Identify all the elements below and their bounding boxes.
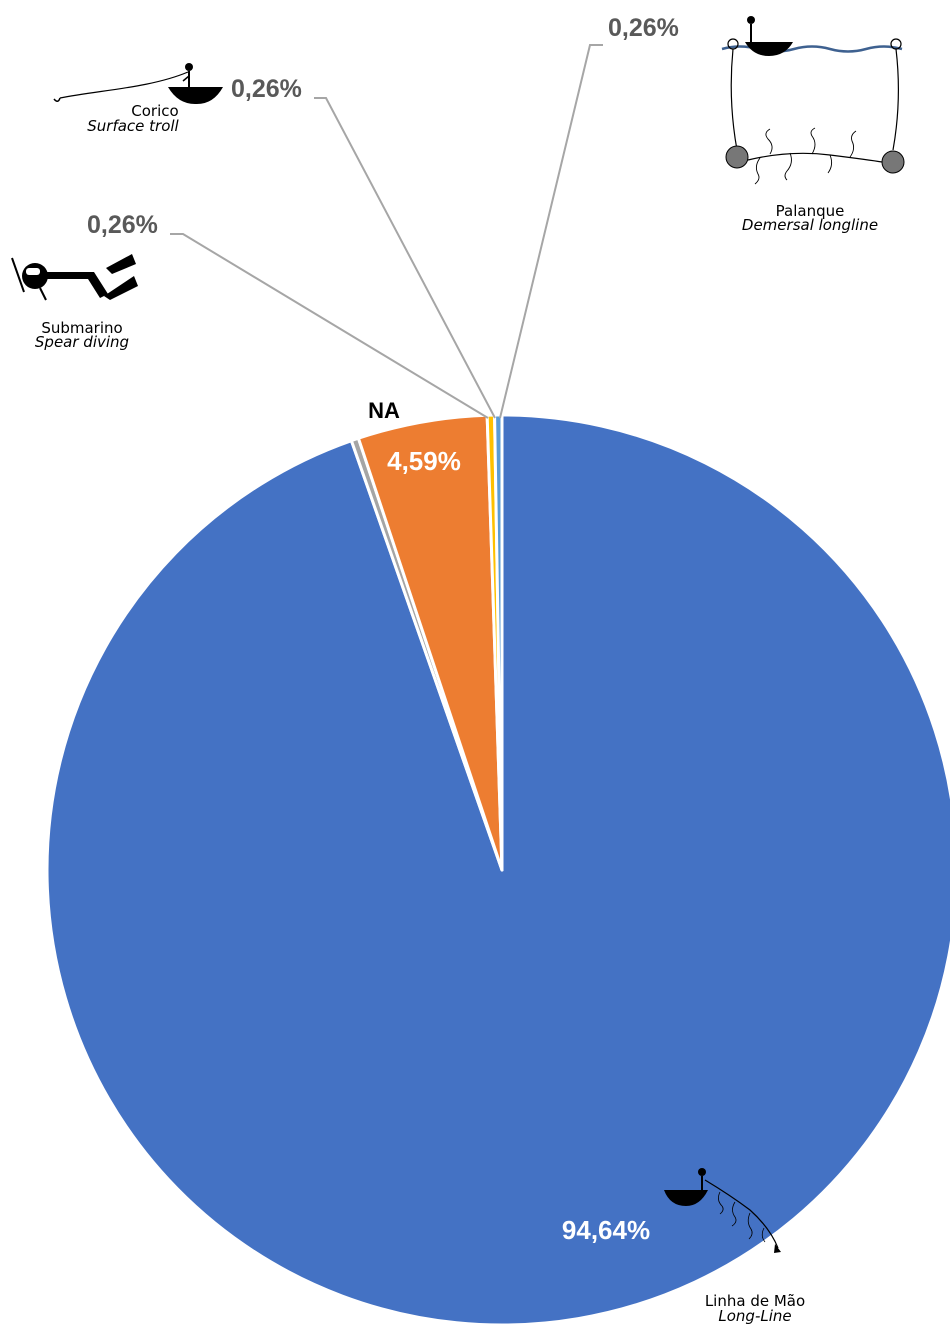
pie-slice-linha-de-m-o xyxy=(45,413,950,1326)
slice-value-na: 4,59% xyxy=(387,446,461,476)
slice-value-corico: 0,26% xyxy=(231,75,302,103)
leader-line-submarino xyxy=(170,233,489,419)
slice-label-na: NA xyxy=(368,398,400,423)
slice-value-palanque: 0,26% xyxy=(608,14,679,42)
slice-value-submarino: 0,26% xyxy=(87,211,158,239)
slice-label-en-submarino: Spear diving xyxy=(35,333,129,351)
slice-label-palanque: Palanque xyxy=(776,202,845,220)
slice-label-en-corico: Surface troll xyxy=(87,117,179,135)
slice-label-en-linha: Long-Line xyxy=(718,1307,791,1325)
slice-value-linha: 94,64% xyxy=(562,1215,650,1245)
leader-line-palanque xyxy=(499,44,603,419)
pie-slices xyxy=(45,413,950,1326)
spear-diver-icon xyxy=(11,254,138,301)
slice-label-corico: Corico xyxy=(131,102,178,120)
surface-troll-boat-icon xyxy=(53,63,223,105)
leader-line-corico xyxy=(314,97,496,419)
slice-label-submarino: Submarino xyxy=(41,319,122,337)
hand-line-boat-icon xyxy=(664,1168,781,1253)
slice-label-en-palanque: Demersal longline xyxy=(742,216,878,234)
demersal-longline-icon xyxy=(721,16,905,185)
slice-label-linha: Linha de Mão xyxy=(705,1292,805,1310)
